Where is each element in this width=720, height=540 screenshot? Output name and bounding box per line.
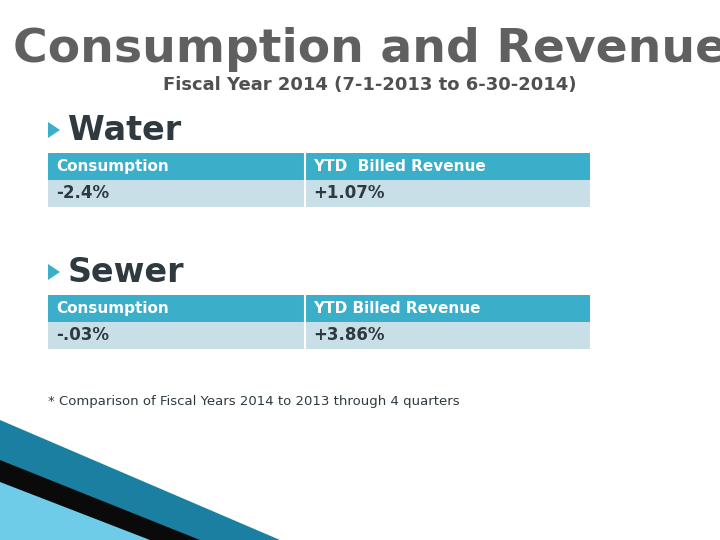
Polygon shape <box>48 122 60 138</box>
Bar <box>48 180 590 207</box>
Polygon shape <box>0 482 150 540</box>
Text: Consumption and Revenue: Consumption and Revenue <box>13 28 720 72</box>
Text: +3.86%: +3.86% <box>313 327 384 345</box>
Text: Consumption: Consumption <box>56 159 168 174</box>
Bar <box>48 153 590 180</box>
Text: +1.07%: +1.07% <box>313 185 384 202</box>
Text: Consumption: Consumption <box>56 301 168 316</box>
Text: YTD Billed Revenue: YTD Billed Revenue <box>313 301 480 316</box>
Polygon shape <box>48 264 60 280</box>
Bar <box>48 295 590 322</box>
Text: * Comparison of Fiscal Years 2014 to 2013 through 4 quarters: * Comparison of Fiscal Years 2014 to 201… <box>48 395 459 408</box>
Text: YTD  Billed Revenue: YTD Billed Revenue <box>313 159 486 174</box>
Text: Sewer: Sewer <box>68 255 184 288</box>
Polygon shape <box>0 420 280 540</box>
Text: Fiscal Year 2014 (7-1-2013 to 6-30-2014): Fiscal Year 2014 (7-1-2013 to 6-30-2014) <box>163 76 577 94</box>
Text: -.03%: -.03% <box>56 327 109 345</box>
Bar <box>48 322 590 349</box>
Text: -2.4%: -2.4% <box>56 185 109 202</box>
Polygon shape <box>0 460 200 540</box>
Text: Water: Water <box>68 113 181 146</box>
